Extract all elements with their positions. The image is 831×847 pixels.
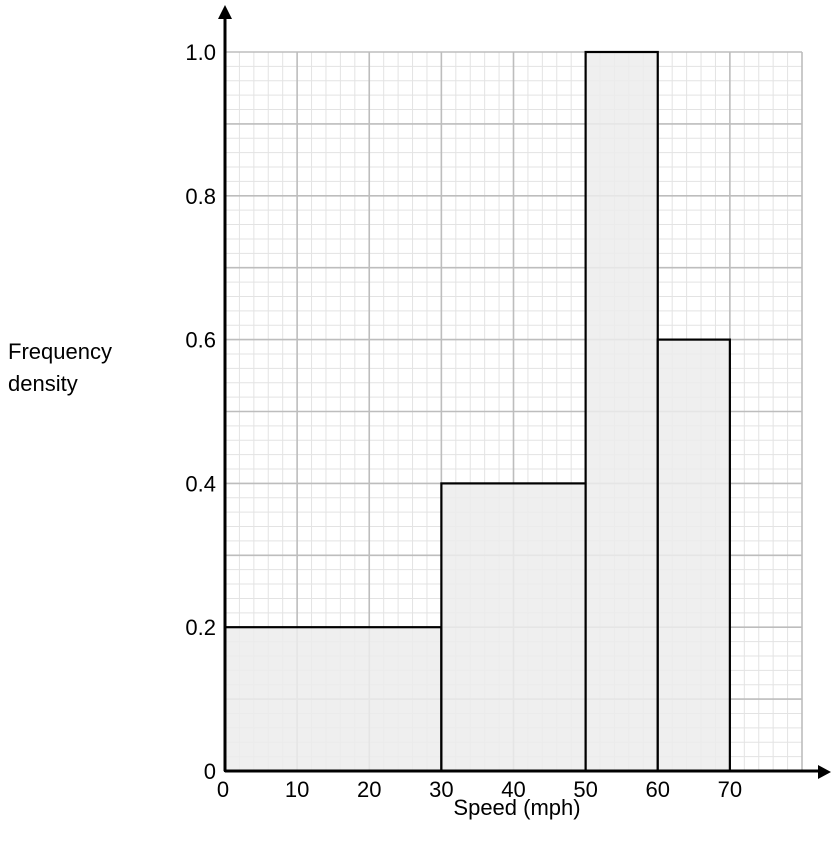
y-tick-label: 0.2 — [185, 615, 216, 640]
y-tick-labels: 0 0.2 0.4 0.6 0.8 1.0 — [185, 40, 216, 784]
x-tick-label: 30 — [429, 777, 453, 802]
y-tick-label: 0.8 — [185, 184, 216, 209]
x-tick-labels: 0 10 20 30 40 50 60 70 — [217, 777, 742, 802]
y-tick-label: 0 — [204, 759, 216, 784]
x-tick-label: 0 — [217, 777, 229, 802]
histogram-bar-3 — [584, 50, 659, 773]
x-tick-label: 10 — [285, 777, 309, 802]
histogram-bar-2 — [440, 482, 587, 773]
y-axis-label-line-1: Frequency — [8, 339, 112, 364]
axes — [218, 5, 831, 779]
x-tick-label: 60 — [646, 777, 670, 802]
y-axis-arrowhead — [218, 5, 232, 19]
y-tick-label: 0.4 — [185, 471, 216, 496]
histogram-bar-4 — [656, 338, 731, 773]
y-axis-label-line-2: density — [8, 371, 78, 396]
histogram-bars — [223, 50, 731, 773]
x-tick-label: 20 — [357, 777, 381, 802]
x-tick-label: 70 — [718, 777, 742, 802]
x-tick-label: 50 — [573, 777, 597, 802]
x-axis-label: Speed (mph) — [453, 795, 580, 820]
y-tick-label: 1.0 — [185, 40, 216, 65]
y-tick-label: 0.6 — [185, 328, 216, 353]
histogram-bar-1 — [223, 626, 443, 773]
x-tick-label: 40 — [501, 777, 525, 802]
x-axis-arrowhead — [818, 765, 831, 779]
